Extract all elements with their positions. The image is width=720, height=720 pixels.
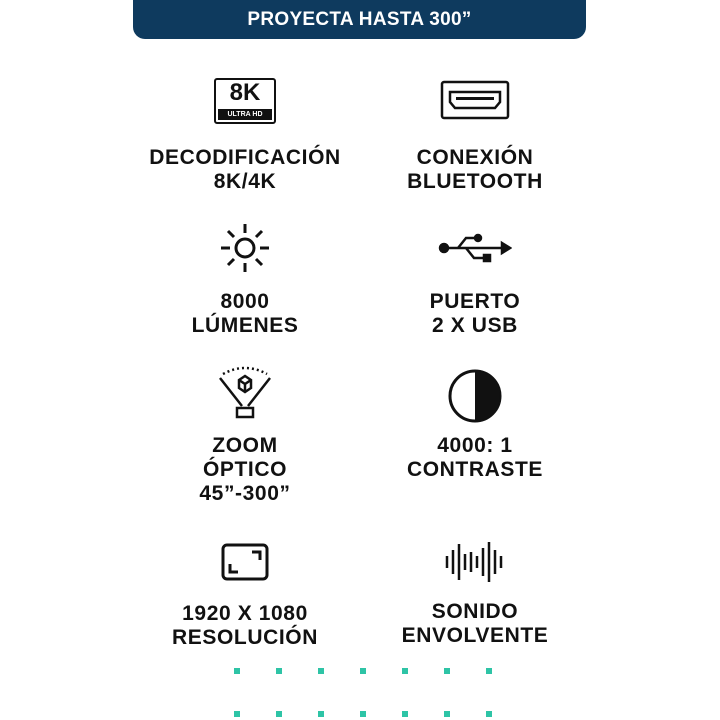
decorative-dot	[360, 711, 366, 717]
feature-bluetooth: CONEXIÓN BLUETOOTH	[345, 78, 605, 198]
feature-label-line: DECODIFICACIÓN	[149, 146, 341, 169]
feature-label-line: 45”-300”	[199, 482, 291, 505]
feature-label: SONIDO ENVOLVENTE	[345, 600, 605, 648]
feature-resolution: 1920 X 1080 RESOLUCIÓN	[115, 540, 375, 660]
feature-label: DECODIFICACIÓN 8K/4K	[115, 146, 375, 194]
feature-label-line: LÚMENES	[191, 314, 299, 337]
feature-contrast: 4000: 1 CONTRASTE	[345, 364, 605, 504]
decorative-dot	[318, 711, 324, 717]
feature-label-line: CONTRASTE	[406, 458, 544, 481]
feature-label: PUERTO 2 X USB	[345, 290, 605, 338]
feature-brightness: 8000 LÚMENES	[115, 220, 375, 340]
decorative-dot	[276, 668, 282, 674]
feature-label-line: 1920 X 1080	[182, 602, 308, 625]
feature-label-line: 8000	[220, 290, 270, 313]
feature-label-line: ÓPTICO	[202, 458, 288, 481]
feature-label: 1920 X 1080 RESOLUCIÓN	[115, 602, 375, 650]
feature-label-line: 4000: 1	[437, 434, 513, 457]
feature-label-line: CONEXIÓN	[416, 146, 534, 169]
feature-label-line: 2 X USB	[432, 314, 518, 337]
feature-label: 4000: 1 CONTRASTE	[345, 434, 605, 482]
decorative-dot	[402, 668, 408, 674]
feature-label-line: ZOOM	[212, 434, 278, 457]
decorative-dot	[402, 711, 408, 717]
decorative-dot	[444, 711, 450, 717]
feature-label: ZOOM ÓPTICO 45”-300”	[115, 434, 375, 506]
decorative-dot	[486, 668, 492, 674]
screen-resolution-icon	[220, 542, 270, 587]
contrast-icon	[447, 368, 503, 429]
feature-optical-zoom: ZOOM ÓPTICO 45”-300”	[115, 364, 375, 506]
decorative-dot	[318, 668, 324, 674]
sound-wave-icon	[444, 540, 506, 589]
feature-usb: PUERTO 2 X USB	[345, 220, 605, 340]
feature-decoding: 8K ULTRA HD DECODIFICACIÓN 8K/4K	[115, 78, 375, 198]
feature-surround-sound: SONIDO ENVOLVENTE	[345, 540, 605, 660]
feature-label-line: RESOLUCIÓN	[171, 626, 318, 649]
hdmi-port-icon	[440, 80, 510, 125]
feature-label: 8000 LÚMENES	[115, 290, 375, 338]
usb-icon	[438, 232, 513, 269]
decorative-dot	[360, 668, 366, 674]
decorative-dot	[276, 711, 282, 717]
decorative-dot	[234, 711, 240, 717]
feature-label: CONEXIÓN BLUETOOTH	[345, 146, 605, 194]
feature-label-line: 8K/4K	[213, 170, 277, 193]
decorative-dot	[486, 711, 492, 717]
projection-zoom-icon	[217, 364, 273, 427]
decorative-dot	[234, 668, 240, 674]
feature-label-line: PUERTO	[429, 290, 521, 313]
8k-ultra-hd-icon: 8K ULTRA HD	[214, 78, 276, 124]
feature-label-line: SONIDO	[431, 600, 519, 623]
decorative-dot	[444, 668, 450, 674]
projection-size-banner: PROYECTA HASTA 300”	[133, 0, 586, 39]
brightness-sun-icon	[217, 220, 273, 281]
feature-label-line: BLUETOOTH	[407, 170, 543, 193]
feature-label-line: ENVOLVENTE	[401, 624, 549, 647]
